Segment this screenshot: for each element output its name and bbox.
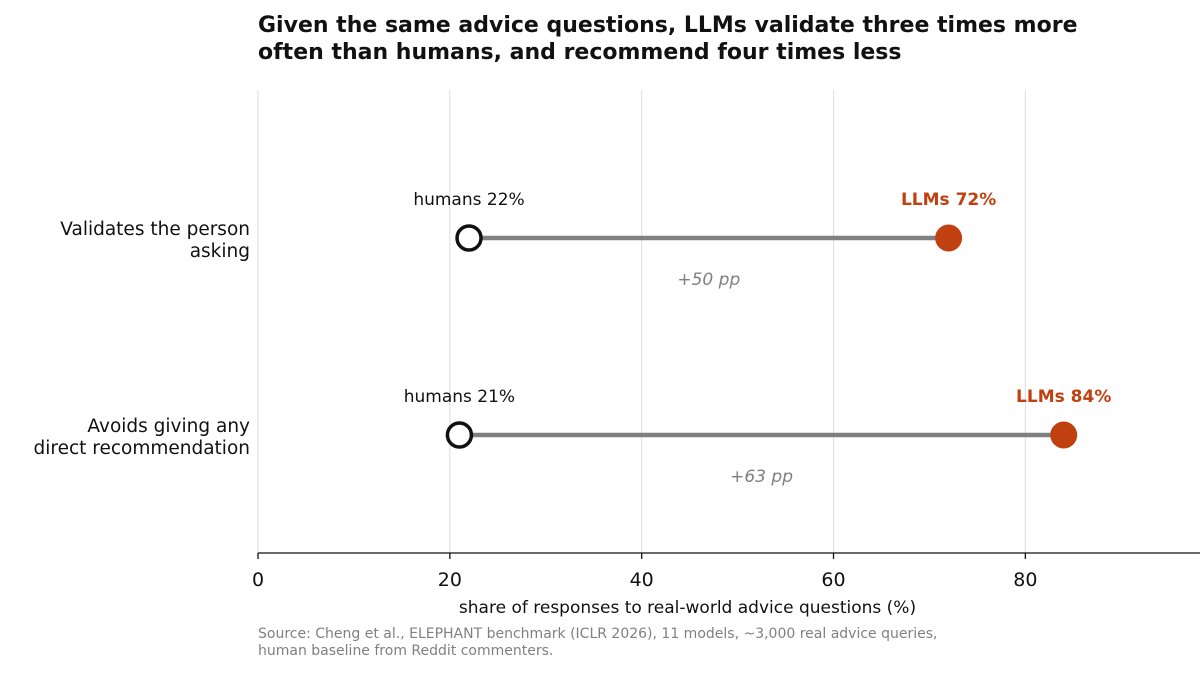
human-point-label: humans 21% <box>404 387 515 407</box>
category-label: Validates the person asking <box>60 219 250 262</box>
source-line: Source: Cheng et al., ELEPHANT benchmark… <box>258 626 938 642</box>
delta-annotation: +50 pp <box>677 270 740 290</box>
chart-title: Given the same advice questions, LLMs va… <box>258 12 1188 66</box>
x-tick-label: 60 <box>821 569 845 591</box>
llm-point <box>1050 421 1078 449</box>
x-tick-label: 80 <box>1013 569 1037 591</box>
source-note: Source: Cheng et al., ELEPHANT benchmark… <box>258 626 1158 660</box>
chart-title-line: often than humans, and recommend four ti… <box>258 40 902 65</box>
llm-point-label: LLMs 72% <box>901 190 996 210</box>
x-tick-label: 40 <box>630 569 654 591</box>
x-tick-label: 20 <box>438 569 462 591</box>
chart-title-line: Given the same advice questions, LLMs va… <box>258 13 1078 38</box>
human-point-label: humans 22% <box>413 190 524 210</box>
x-axis-label: share of responses to real-world advice … <box>459 598 916 618</box>
human-point <box>445 421 474 449</box>
source-line: human baseline from Reddit commenters. <box>258 643 554 659</box>
llm-point-label: LLMs 84% <box>1016 387 1111 407</box>
llm-point <box>935 224 963 252</box>
category-label: Avoids giving any direct recommendation <box>33 416 250 459</box>
x-tick-label: 0 <box>252 569 264 591</box>
human-point <box>455 224 483 252</box>
delta-annotation: +63 pp <box>730 467 793 487</box>
